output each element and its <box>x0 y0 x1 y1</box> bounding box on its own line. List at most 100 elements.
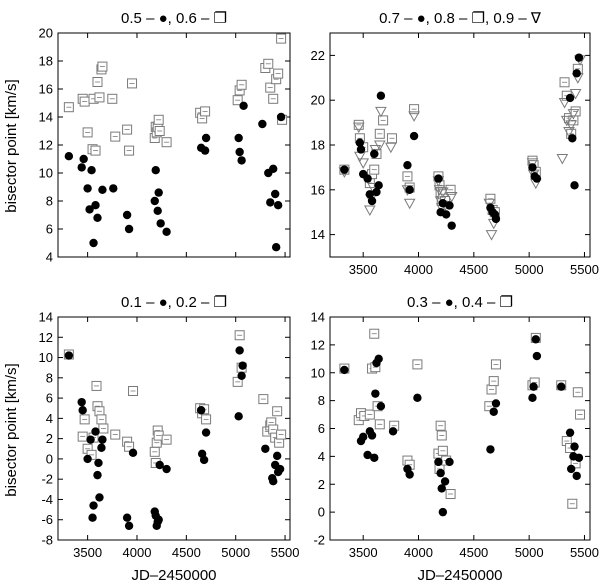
x-axis-label: JD–2450000 <box>417 567 502 584</box>
data-point-0.3 <box>371 389 380 398</box>
data-point-0.3 <box>531 335 540 344</box>
panel-title: 0.3 – ●, 0.4 – ❐ <box>407 294 513 311</box>
panel-title: 0.5 – ●, 0.6 – ❐ <box>121 10 227 27</box>
data-point-0.7 <box>356 145 366 154</box>
data-point-0.3 <box>367 431 377 440</box>
data-point-0.9 <box>373 140 386 152</box>
y-tick-label: 8 <box>46 370 53 385</box>
y-tick-label: -2 <box>41 472 53 487</box>
data-point-0.3 <box>405 470 414 479</box>
data-point-0.1 <box>83 454 92 464</box>
panel-title: 0.1 – ●, 0.2 – ❐ <box>121 294 227 311</box>
data-point-0.1 <box>261 444 270 453</box>
data-point-0.9 <box>363 205 376 216</box>
data-point-0.3 <box>489 407 498 416</box>
x-tick-label: 4500 <box>459 545 488 560</box>
data-point-0.1 <box>128 448 138 458</box>
data-point-0.5 <box>91 201 100 210</box>
data-point-0.7 <box>574 53 584 62</box>
data-point-0.5 <box>150 196 159 206</box>
data-point-0.3 <box>570 442 579 451</box>
y-tick-label: 12 <box>39 330 53 345</box>
y-tick-label: 14 <box>311 227 325 242</box>
data-point-0.3 <box>440 477 450 486</box>
x-tick-label: 3500 <box>349 545 378 560</box>
data-point-0.1 <box>162 464 171 474</box>
x-tick-label: 5000 <box>515 545 544 560</box>
y-tick-label: 4 <box>318 449 325 464</box>
data-point-0.1 <box>78 406 87 415</box>
data-point-0.3 <box>528 393 537 403</box>
data-point-0.7 <box>438 199 448 208</box>
data-point-0.5 <box>89 238 98 248</box>
data-point-0.7 <box>403 160 412 170</box>
data-point-0.1 <box>77 397 86 407</box>
x-tick-label: 4000 <box>404 262 433 277</box>
data-point-0.3 <box>363 450 372 460</box>
data-point-0.1 <box>64 351 74 360</box>
data-point-0.3 <box>434 457 443 467</box>
y-tick-label: 10 <box>39 350 53 365</box>
data-point-0.7 <box>355 138 365 147</box>
data-point-0.1 <box>199 455 209 465</box>
data-point-0.5 <box>153 206 162 215</box>
data-point-0.7 <box>434 174 443 183</box>
data-point-0.1 <box>196 406 206 415</box>
data-point-0.3 <box>486 445 495 454</box>
data-point-0.1 <box>238 361 247 370</box>
y-axis-label-top: bisector point [km/s] <box>3 79 20 212</box>
panel-top-right: 0.7 – ●, 0.8 – ❐, 0.9 – ∇ 3500 4000 4500 500… <box>311 10 599 277</box>
data-point-0.7 <box>491 214 501 224</box>
data-point-0.9 <box>563 127 575 138</box>
data-point-0.9 <box>485 230 498 241</box>
x-tick-label: 5500 <box>570 545 599 560</box>
data-point-0.9 <box>556 153 569 165</box>
data-point-0.3 <box>565 428 575 437</box>
x-tick-label: 3500 <box>73 545 102 560</box>
data-point-0.3 <box>340 365 349 375</box>
y-tick-label: 22 <box>311 48 325 63</box>
y-tick-label: 4 <box>46 250 53 265</box>
y-tick-label: 18 <box>39 54 53 69</box>
x-tick-label: 4500 <box>459 262 488 277</box>
data-point-0.1 <box>93 470 102 480</box>
data-point-0.9 <box>558 97 571 109</box>
data-point-0.5 <box>64 152 74 161</box>
data-point-0.9 <box>567 109 580 120</box>
data-point-0.5 <box>200 146 210 155</box>
data-point-0.7 <box>405 185 414 194</box>
data-point-0.5 <box>83 184 92 193</box>
data-point-0.9 <box>445 192 458 203</box>
data-point-0.3 <box>413 393 422 403</box>
data-point-0.5 <box>162 227 171 236</box>
data-point-0.1 <box>154 515 163 524</box>
y-tick-label: -2 <box>313 533 325 548</box>
data-point-0.9 <box>354 151 366 163</box>
x-tick-label: 3500 <box>349 262 378 277</box>
data-point-0.9 <box>375 106 387 118</box>
y-tick-label: 0 <box>46 451 53 466</box>
y-tick-label: 4 <box>46 411 53 426</box>
x-tick-label: 4000 <box>404 545 433 560</box>
x-tick-label: 4500 <box>172 545 201 560</box>
data-point-0.5 <box>77 163 86 172</box>
data-point-0.1 <box>122 513 132 522</box>
y-tick-label: 20 <box>39 26 53 41</box>
data-point-0.7 <box>374 181 383 190</box>
data-point-0.7 <box>528 163 537 172</box>
data-point-0.5 <box>79 154 88 164</box>
data-point-0.7 <box>409 131 419 141</box>
y-axis-label-bottom: bisector point [km/s] <box>3 363 20 496</box>
data-point-0.1 <box>94 458 103 468</box>
data-point-0.9 <box>403 198 416 210</box>
data-point-0.3 <box>438 507 448 517</box>
data-point-0.5 <box>269 164 278 173</box>
data-point-0.9 <box>437 187 449 199</box>
panel-title: 0.7 – ●, 0.8 – ❐, 0.9 – ∇ <box>379 10 542 27</box>
y-tick-label: 6 <box>318 421 325 436</box>
data-point-0.1 <box>201 428 211 437</box>
data-point-0.3 <box>532 351 542 361</box>
data-point-0.3 <box>572 471 581 481</box>
data-point-0.3 <box>376 402 386 411</box>
